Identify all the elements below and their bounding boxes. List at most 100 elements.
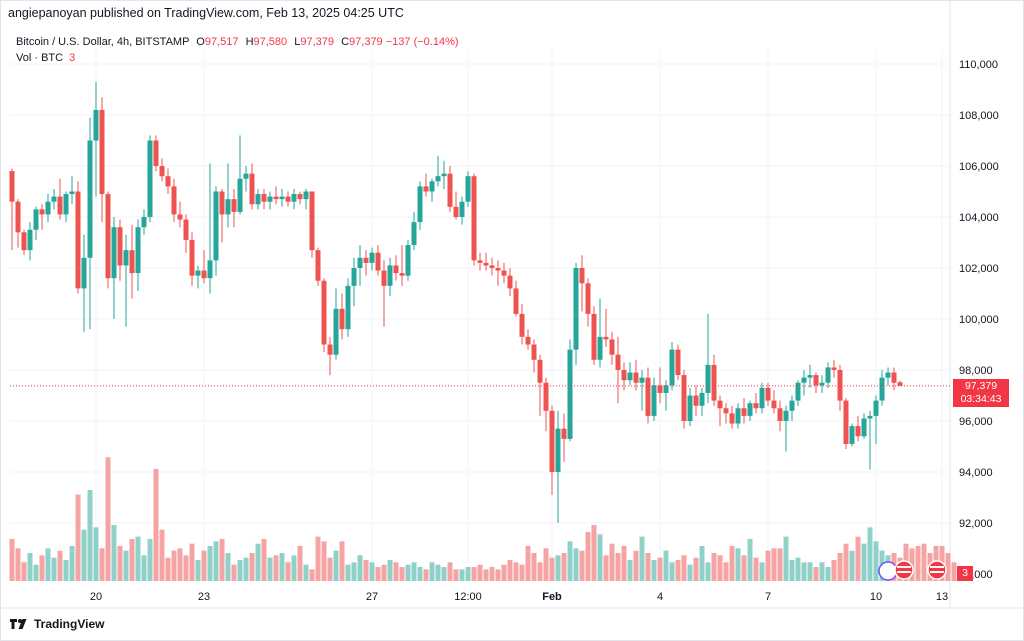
candle-body — [327, 344, 333, 355]
volume-bar — [567, 541, 573, 581]
chart-legend: Bitcoin / U.S. Dollar, 4h, BITSTAMP O97,… — [16, 34, 459, 66]
volume-bar — [291, 555, 297, 581]
candle-body — [249, 173, 255, 205]
candle-body — [591, 313, 597, 360]
event-marker-flag-icon — [878, 561, 898, 581]
candle-body — [339, 308, 345, 330]
volume-bar — [357, 555, 363, 581]
candle-body — [543, 382, 549, 411]
candle-body — [441, 173, 447, 177]
volume-bar — [249, 553, 255, 581]
legend-volume-row: Vol · BTC 3 — [16, 50, 459, 66]
candle-body — [861, 418, 867, 437]
volume-bar — [447, 562, 453, 581]
candle-body — [171, 186, 177, 215]
volume-bar — [915, 546, 921, 581]
candle-body — [27, 229, 33, 251]
volume-bar — [765, 550, 771, 581]
candle-body — [495, 268, 501, 271]
candle-body — [291, 194, 297, 202]
volume-label[interactable]: Vol · BTC — [16, 52, 64, 64]
volume-bar — [759, 562, 765, 581]
candle-body — [843, 400, 849, 444]
volume-bar — [93, 527, 99, 581]
candle-body — [609, 339, 615, 355]
candle-body — [225, 199, 231, 215]
symbol-title[interactable]: Bitcoin / U.S. Dollar, 4h, BITSTAMP — [16, 36, 190, 48]
us-flag-icon — [894, 560, 914, 580]
volume-bar — [105, 457, 111, 581]
volume-bar — [753, 557, 759, 581]
candle-body — [573, 268, 579, 350]
volume-bar — [705, 562, 711, 581]
candle-body — [639, 377, 645, 383]
candle-body — [309, 191, 315, 251]
volume-bar — [861, 543, 867, 581]
volume-bar — [657, 557, 663, 581]
volume-bar — [27, 553, 33, 581]
candle-body — [195, 270, 201, 276]
candle-body — [705, 364, 711, 393]
volume-bar — [651, 560, 657, 581]
y-tick-label: 108,000 — [959, 110, 999, 122]
candle-body — [579, 268, 585, 284]
candle-body — [321, 280, 327, 345]
candle-body — [453, 206, 459, 217]
volume-bar — [99, 548, 105, 581]
x-axis-ticks: 20 23 27 12:00 Feb 4 7 10 13 — [90, 591, 948, 603]
volume-bar — [435, 564, 441, 581]
volume-bar — [45, 548, 51, 581]
volume-bar — [471, 567, 477, 581]
y-tick-label: 102,000 — [959, 263, 999, 275]
candle-body — [117, 227, 123, 266]
volume-bar — [945, 553, 951, 581]
volume-bar — [213, 541, 219, 581]
volume-bar — [123, 550, 129, 581]
candle-body — [219, 191, 225, 215]
y-tick-label: 98,000 — [959, 365, 993, 377]
candle-body — [855, 426, 861, 437]
us-flag-stripe-icon — [897, 566, 911, 568]
volume-bar — [255, 543, 261, 581]
candle-body — [507, 275, 513, 289]
volume-bar — [495, 569, 501, 581]
candle-body — [741, 408, 747, 416]
volume-bar — [699, 546, 705, 581]
volume-bar — [315, 536, 321, 581]
candle-body — [81, 257, 87, 289]
candle-body — [261, 194, 267, 202]
us-flag-stripe-icon — [897, 571, 911, 573]
volume-bar — [507, 560, 513, 581]
volume-bar — [849, 550, 855, 581]
tradingview-footer[interactable]: TradingView — [10, 617, 104, 631]
volume-bar — [243, 557, 249, 581]
volume-bar — [735, 548, 741, 581]
candle-body — [345, 285, 351, 330]
volume-bar — [615, 553, 621, 581]
volume-bar — [717, 555, 723, 581]
candle-body — [513, 288, 519, 314]
candle-body — [603, 336, 609, 340]
volume-bar — [273, 555, 279, 581]
candle-body — [729, 413, 735, 424]
candle-body — [75, 191, 81, 289]
volume-bar — [483, 569, 489, 581]
volume-bar — [279, 553, 285, 581]
volume-bar — [351, 562, 357, 581]
volume-bar — [867, 527, 873, 581]
candle-body — [633, 372, 639, 383]
candle-body — [99, 109, 105, 195]
candle-body — [897, 382, 903, 386]
candle-body — [69, 191, 75, 195]
candle-body — [33, 209, 39, 230]
candle-body — [15, 201, 21, 233]
candle-body — [585, 283, 591, 314]
legend-main-row: Bitcoin / U.S. Dollar, 4h, BITSTAMP O97,… — [16, 34, 459, 50]
candle-body — [51, 196, 57, 202]
volume-bar — [921, 543, 927, 581]
candle-body — [525, 336, 531, 345]
volume-bar — [147, 539, 153, 581]
candle-body — [435, 176, 441, 182]
candle-body — [63, 194, 69, 215]
